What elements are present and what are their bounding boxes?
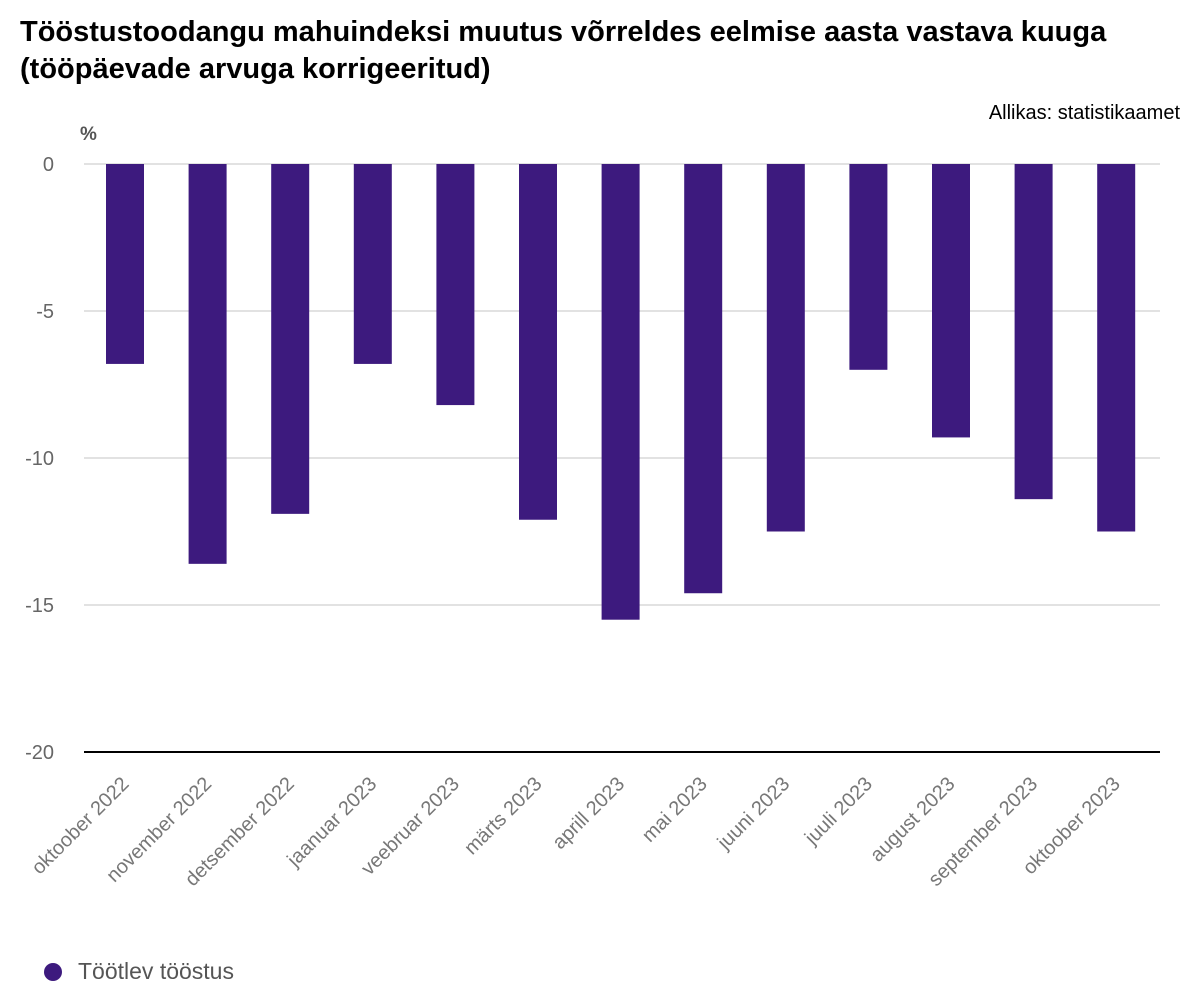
bar [849, 164, 888, 370]
x-tick-label: juuli 2023 [800, 773, 877, 850]
bar [684, 164, 723, 594]
bar [601, 164, 640, 620]
legend-swatch-icon [44, 962, 62, 981]
y-tick-label: -15 [25, 595, 54, 617]
chart-title: Tööstustoodangu mahuindeksi muutus võrre… [20, 16, 1107, 85]
bar [188, 164, 227, 564]
legend: Töötlev tööstus [44, 958, 234, 985]
bar [766, 164, 805, 532]
bar [436, 164, 475, 406]
x-tick-label: märts 2023 [460, 773, 546, 859]
y-tick-label: 0 [43, 154, 54, 176]
bars [106, 164, 1136, 620]
y-tick-label: -5 [36, 301, 54, 323]
y-tick-label: -10 [25, 448, 54, 470]
legend-label: Töötlev tööstus [78, 958, 234, 984]
y-axis-unit-label: % [80, 124, 97, 145]
x-tick-label: mai 2023 [638, 773, 712, 847]
x-tick-label: august 2023 [866, 773, 959, 866]
x-tick-label: aprill 2023 [548, 773, 629, 854]
bar [353, 164, 392, 364]
y-axis-ticks: 0 -5 -10 -15 -20 [25, 154, 54, 764]
bar [519, 164, 557, 520]
bar [271, 164, 310, 514]
bar [1014, 164, 1053, 500]
y-tick-label: -20 [25, 742, 54, 764]
bar [932, 164, 970, 438]
source-note: Allikas: statistikaamet [988, 102, 1180, 124]
bar [106, 164, 144, 364]
bar [1097, 164, 1136, 532]
x-tick-label: juuni 2023 [713, 773, 795, 855]
